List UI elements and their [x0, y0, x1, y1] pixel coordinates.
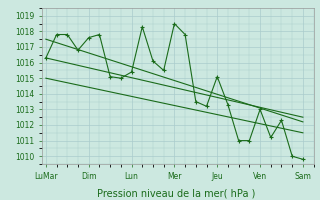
Text: Pression niveau de la mer( hPa ): Pression niveau de la mer( hPa ) [97, 188, 255, 198]
